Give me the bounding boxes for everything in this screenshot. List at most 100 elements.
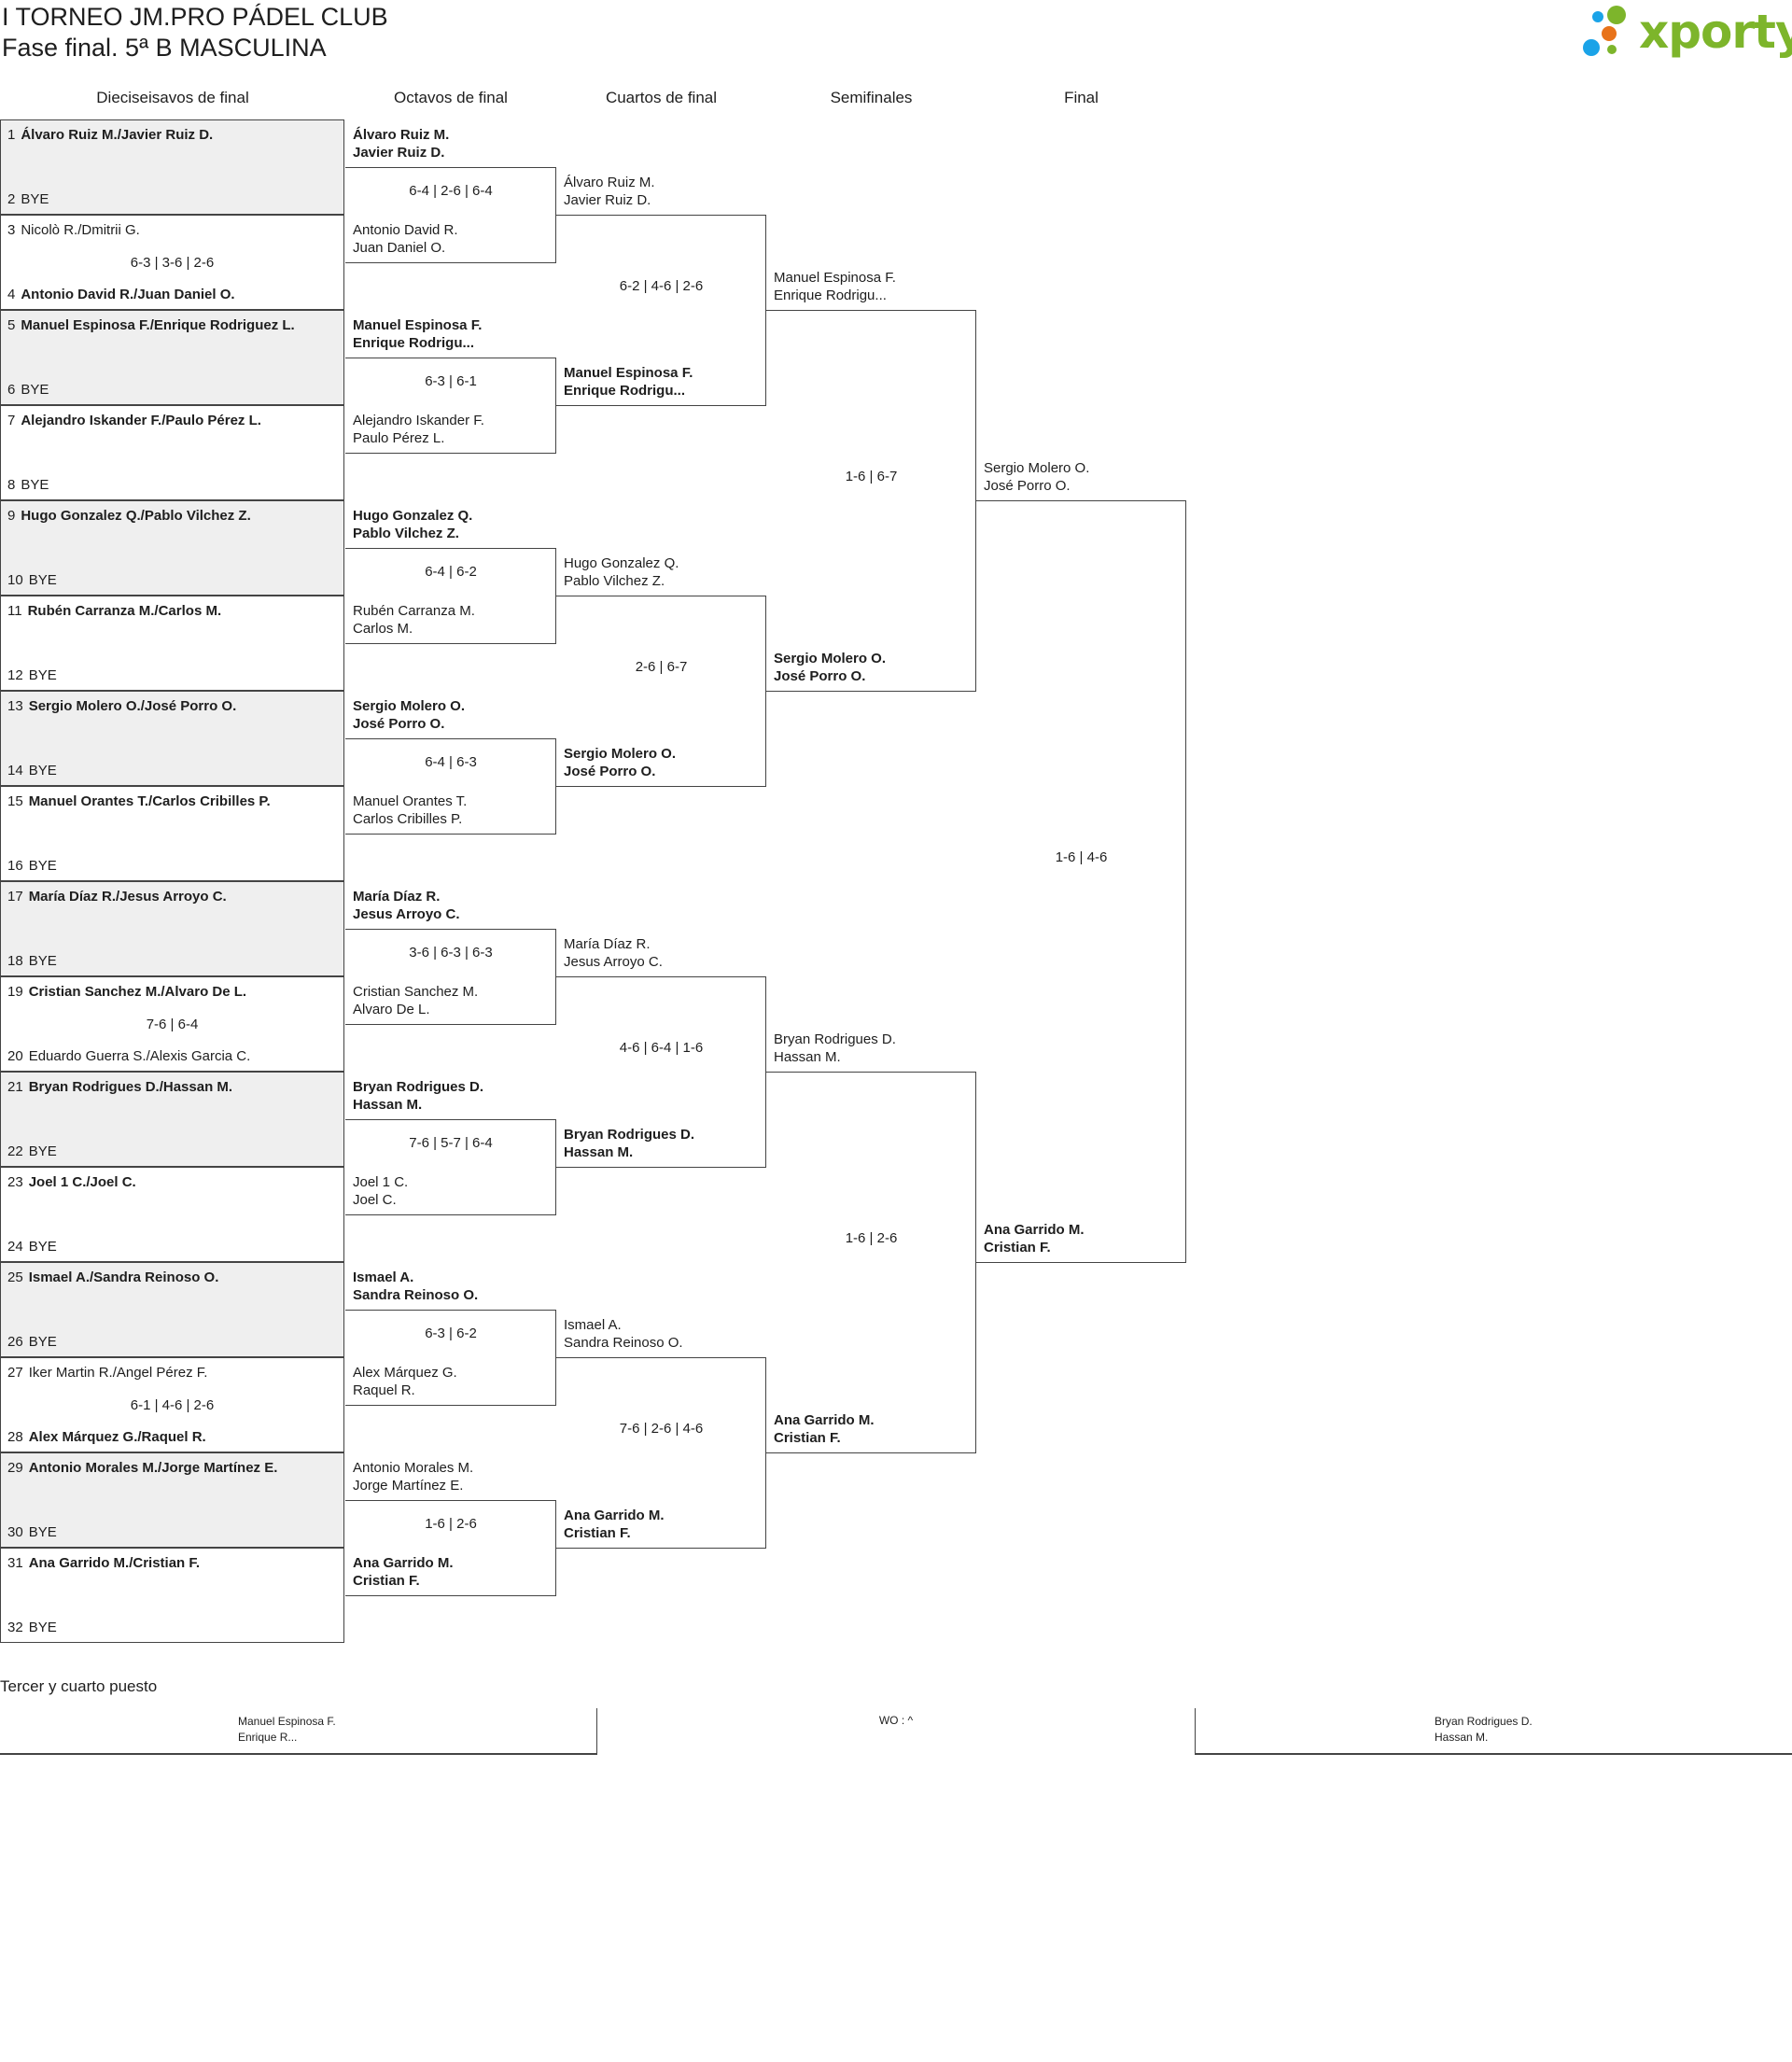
team-bottom: Alex Márquez G. Raquel R. [353,1364,457,1399]
first-round-match: 1 Álvaro Ruiz M./Javier Ruiz D. 2 BYE [0,119,344,215]
player-name: Enrique Rodrigu... [564,383,685,399]
player-name: Sergio Molero O. [564,746,677,762]
seed-number: 3 [7,222,16,238]
seed-number: 15 [7,793,23,809]
seed-number: 21 [7,1079,23,1095]
logo-dot-icon [1602,26,1617,41]
team-name: Ana Garrido M./Cristian F. [28,1555,201,1571]
match-connector-box [345,929,556,1025]
team-name: BYE [28,953,57,969]
column-header-final: Final [1064,89,1099,106]
player-name: Alvaro De L. [353,1002,430,1017]
match-score: 6-4 | 2-6 | 6-4 [409,183,493,199]
player-name: Manuel Espinosa F. [774,270,896,286]
team-bottom: Ana Garrido M. Cristian F. [984,1221,1085,1256]
match-connector-box [345,167,556,263]
player-name: Paulo Pérez L. [353,430,445,446]
match-connector-box [766,310,976,692]
team-name: BYE [28,763,57,779]
player-name: Sergio Molero O. [984,460,1090,476]
team-top: Antonio Morales M. Jorge Martínez E. [353,1459,473,1494]
player-name: Alex Márquez G. [353,1365,457,1381]
player-name: Ismael A. [564,1317,622,1333]
seed-number: 9 [7,508,16,524]
player-name: Hassan M. [564,1144,634,1160]
team-name: Cristian Sanchez M./Alvaro De L. [28,984,247,1000]
first-round-match: 3 Nicolò R./Dmitrii G. 4 Antonio David R./J… [0,215,344,310]
team-bottom: Bryan Rodrigues D. Hassan M. [564,1126,694,1161]
match-score: 1-6 | 6-7 [845,469,898,484]
team-name: Hugo Gonzalez Q./Pablo Vilchez Z. [21,508,251,524]
player-name: Javier Ruiz D. [353,145,445,161]
team-row: 8 BYE [7,477,49,494]
player-name: Álvaro Ruiz M. [353,127,450,143]
team-row: 19 Cristian Sanchez M./Alvaro De L. [7,984,246,1001]
player-name: Cristian F. [774,1430,841,1446]
player-name: Pablo Vilchez Z. [353,526,459,541]
team-row: 18 BYE [7,953,57,970]
match-connector-box [345,548,556,644]
column-header-octavos: Octavos de final [394,89,508,106]
first-round-match: 11 Rubén Carranza M./Carlos M. 12 BYE [0,596,344,691]
player-name: Antonio Morales M. [353,1460,474,1476]
team-row: 9 Hugo Gonzalez Q./Pablo Vilchez Z. [7,508,251,525]
logo-dot-icon [1583,39,1600,56]
team-top: Ismael A. Sandra Reinoso O. [353,1269,478,1304]
team-row: 5 Manuel Espinosa F./Enrique Rodriguez L. [7,317,295,334]
player-name: Bryan Rodrigues D. [353,1079,484,1095]
team-top: Álvaro Ruiz M. Javier Ruiz D. [564,174,655,209]
team-name: BYE [21,382,49,398]
team-row: 30 BYE [7,1524,57,1541]
team-bottom: Manuel Orantes T. Carlos Cribilles P. [353,793,467,828]
seed-number: 1 [7,127,16,143]
team-bottom: Ana Garrido M. Cristian F. [774,1411,875,1447]
match-connector-box [766,1072,976,1453]
match-score: 6-1 | 4-6 | 2-6 [130,1397,215,1413]
team-row: 26 BYE [7,1334,57,1351]
first-round-match: 13 Sergio Molero O./José Porro O. 14 BYE [0,691,344,786]
seed-number: 25 [7,1269,23,1285]
team-row: 3 Nicolò R./Dmitrii G. [7,222,140,239]
player-name: Manuel Espinosa F. [564,365,693,381]
team-name: BYE [28,858,57,874]
team-top: María Díaz R. Jesus Arroyo C. [353,888,460,923]
team-name: BYE [21,191,49,207]
team-name: BYE [28,1334,57,1350]
third-place-team-right: Bryan Rodrigues D. Hassan M. [1195,1708,1792,1755]
seed-number: 27 [7,1365,23,1381]
team-row: 31 Ana Garrido M./Cristian F. [7,1555,200,1572]
team-bottom: Sergio Molero O. José Porro O. [564,745,676,780]
third-place-team-left: Manuel Espinosa F. Enrique R... [0,1708,597,1755]
match-connector-box [345,738,556,835]
column-header-cuartos: Cuartos de final [605,89,718,106]
seed-number: 10 [7,572,23,588]
match-score: 1-6 | 2-6 [425,1516,477,1532]
xporty-logo: xporty [1579,4,1792,63]
team-name: María Díaz R./Jesus Arroyo C. [28,889,227,905]
team-top: Manuel Espinosa F. Enrique Rodrigu... [774,269,896,304]
seed-number: 6 [7,382,16,398]
first-round-match: 7 Alejandro Iskander F./Paulo Pérez L. 8 BY… [0,405,344,500]
player-name: Manuel Orantes T. [353,793,468,809]
player-name: Cristian Sanchez M. [353,984,479,1000]
team-row: 10 BYE [7,572,57,589]
player-name: Hugo Gonzalez Q. [353,508,473,524]
team-name: Alex Márquez G./Raquel R. [28,1429,206,1445]
seed-number: 4 [7,287,16,302]
team-row: 16 BYE [7,858,57,875]
team-row: 15 Manuel Orantes T./Carlos Cribilles P. [7,793,271,810]
player-name: Carlos M. [353,621,413,637]
player-name: Raquel R. [353,1382,415,1398]
logo-dot-icon [1607,6,1626,24]
team-bottom: Sergio Molero O. José Porro O. [774,650,886,685]
team-top: Bryan Rodrigues D. Hassan M. [774,1031,896,1066]
seed-number: 28 [7,1429,23,1445]
team-row: 12 BYE [7,667,57,684]
column-header-semifinales: Semifinales [830,89,913,106]
match-score: 6-2 | 4-6 | 2-6 [619,278,704,294]
team-bottom: Alejandro Iskander F. Paulo Pérez L. [353,412,484,447]
player-name: Sergio Molero O. [353,698,466,714]
seed-number: 16 [7,858,23,874]
team-name: Joel 1 C./Joel C. [28,1174,136,1190]
team-name: Antonio David R./Juan Daniel O. [21,287,235,302]
